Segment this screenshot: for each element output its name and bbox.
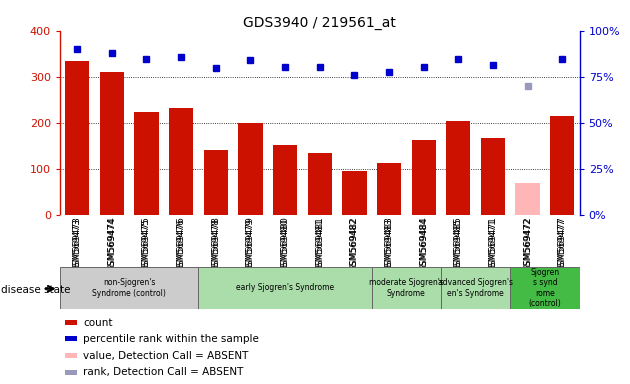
Text: GSM569483: GSM569483 (384, 218, 394, 273)
Bar (510, 267, 580, 309)
Bar (515, 183, 540, 215)
Bar (169, 108, 193, 215)
Text: GSM569478: GSM569478 (211, 218, 220, 273)
Text: Sjogren
s synd
rome
(control): Sjogren s synd rome (control) (529, 268, 561, 308)
Bar (481, 137, 505, 215)
Text: GSM569472: GSM569472 (523, 218, 532, 272)
Title: GDS3940 / 219561_at: GDS3940 / 219561_at (243, 16, 396, 30)
Bar (100, 72, 124, 215)
Bar (411, 141, 436, 215)
Bar (372, 267, 441, 309)
Text: advanced Sjogren's
en's Syndrome: advanced Sjogren's en's Syndrome (438, 278, 513, 298)
Bar (550, 116, 575, 215)
Text: moderate Sjogren's
Syndrome: moderate Sjogren's Syndrome (369, 278, 444, 298)
Text: disease state: disease state (1, 285, 71, 295)
Bar (238, 123, 263, 215)
Text: GSM569473: GSM569473 (72, 218, 82, 273)
Text: GSM569476: GSM569476 (176, 218, 186, 273)
Text: GSM569479: GSM569479 (246, 218, 255, 273)
Bar (377, 163, 401, 215)
Text: value, Detection Call = ABSENT: value, Detection Call = ABSENT (83, 351, 249, 361)
Bar (60, 267, 198, 309)
Text: GSM569474: GSM569474 (107, 218, 117, 272)
Text: percentile rank within the sample: percentile rank within the sample (83, 334, 260, 344)
Text: early Sjogren's Syndrome: early Sjogren's Syndrome (236, 283, 334, 293)
Text: GSM569480: GSM569480 (280, 218, 290, 273)
Bar (66, 336, 77, 341)
Bar (198, 267, 372, 309)
Bar (66, 353, 77, 358)
Text: GSM569471: GSM569471 (488, 218, 498, 273)
Bar (66, 320, 77, 325)
Bar (307, 153, 332, 215)
Bar (203, 150, 228, 215)
Text: GSM569484: GSM569484 (419, 218, 428, 272)
Text: count: count (83, 318, 113, 328)
Bar (273, 145, 297, 215)
Text: GSM569482: GSM569482 (350, 218, 359, 272)
Bar (66, 370, 77, 375)
Bar (441, 267, 510, 309)
Bar (134, 112, 159, 215)
Text: rank, Detection Call = ABSENT: rank, Detection Call = ABSENT (83, 367, 244, 377)
Bar (446, 121, 471, 215)
Text: GSM569475: GSM569475 (142, 218, 151, 273)
Text: GSM569477: GSM569477 (558, 218, 567, 273)
Text: non-Sjogren's
Syndrome (control): non-Sjogren's Syndrome (control) (92, 278, 166, 298)
Bar (342, 171, 367, 215)
Text: GSM569481: GSM569481 (315, 218, 324, 273)
Bar (65, 61, 89, 215)
Text: GSM569485: GSM569485 (454, 218, 463, 273)
